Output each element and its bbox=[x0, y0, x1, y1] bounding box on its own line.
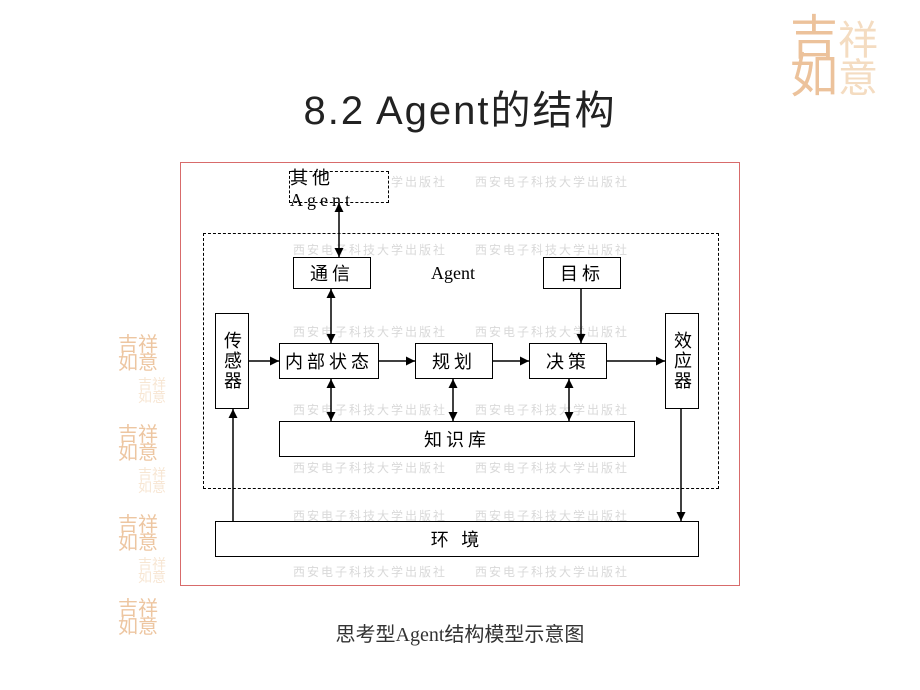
node-kb: 知识库 bbox=[279, 421, 635, 457]
watermark-row: 西安电子科技大学出版社 西安电子科技大学出版社 bbox=[181, 173, 741, 190]
node-decide: 决策 bbox=[529, 343, 607, 379]
seal-decor: 吉祥如意 bbox=[138, 380, 168, 410]
agent-label: Agent bbox=[431, 263, 475, 284]
diagram-frame: 西安电子科技大学出版社 西安电子科技大学出版社西安电子科技大学出版社 西安电子科… bbox=[180, 162, 740, 586]
diagram-caption: 思考型Agent结构模型示意图 bbox=[0, 618, 920, 647]
node-state: 内部状态 bbox=[279, 343, 379, 379]
seal-decor: 吉祥如意 bbox=[138, 470, 168, 500]
node-env: 环 境 bbox=[215, 521, 699, 557]
node-goal: 目标 bbox=[543, 257, 621, 289]
node-other: 其他Agent bbox=[289, 171, 389, 203]
node-effector: 效应器 bbox=[665, 313, 699, 409]
watermark-row: 西安电子科技大学出版社 西安电子科技大学出版社 bbox=[181, 563, 741, 580]
page-title: 8.2 Agent的结构 bbox=[0, 78, 920, 136]
node-plan: 规划 bbox=[415, 343, 493, 379]
seal-decor: 吉祥如意 bbox=[138, 560, 168, 590]
node-comm: 通信 bbox=[293, 257, 371, 289]
slide-root: 吉祥 如意 吉祥如意吉祥如意吉祥如意吉祥如意吉祥如意吉祥如意吉祥如意 8.2 A… bbox=[0, 0, 920, 690]
node-sensor: 传感器 bbox=[215, 313, 249, 409]
